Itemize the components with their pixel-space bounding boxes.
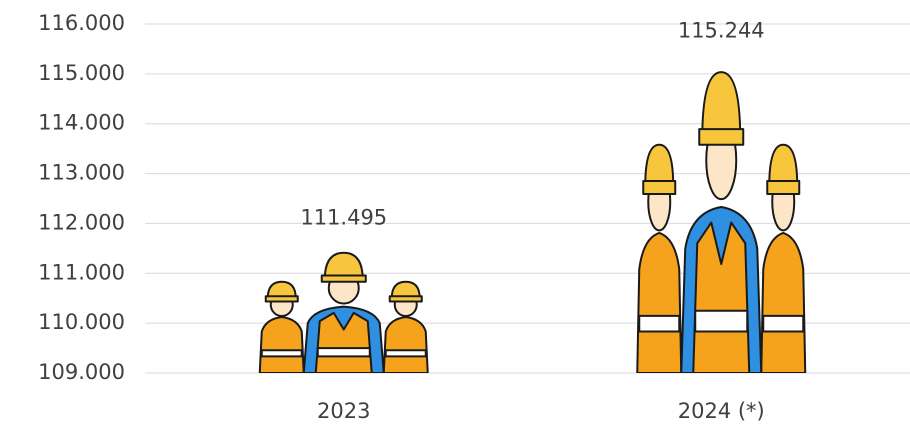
y-tick-label: 113.000 <box>38 161 125 185</box>
y-tick-label: 110.000 <box>38 310 125 334</box>
x-tick-label: 2023 <box>317 399 370 423</box>
y-tick-label: 112.000 <box>38 210 125 234</box>
chart: 109.000 110.000 111.000 112.000 113.000 114.0… <box>0 0 910 428</box>
value-label: 115.244 <box>678 19 765 43</box>
pictogram-bar <box>637 72 805 373</box>
pictogram-bar <box>260 253 428 373</box>
y-tick-label: 109.000 <box>38 360 125 384</box>
x-tick-label: 2024 (*) <box>678 399 765 423</box>
y-tick-label: 111.000 <box>38 260 125 284</box>
value-label: 111.495 <box>300 206 387 230</box>
y-tick-label: 114.000 <box>38 111 125 135</box>
y-tick-label: 115.000 <box>38 61 125 85</box>
y-tick-label: 116.000 <box>38 11 125 35</box>
